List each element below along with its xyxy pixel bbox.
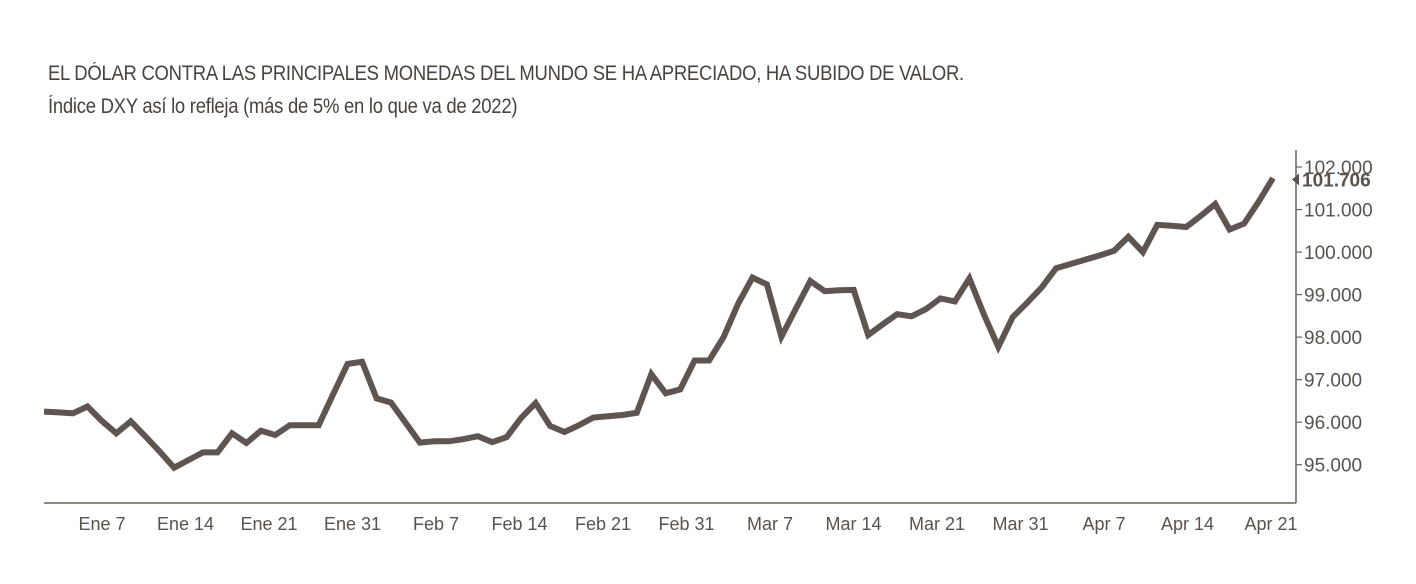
y-tick-label: 100.000 — [1304, 243, 1373, 264]
x-tick-label: Apr 7 — [1082, 514, 1125, 534]
x-tick-label: Feb 31 — [658, 514, 714, 534]
last-value-label: 101.706 — [1302, 171, 1371, 192]
y-tick-label: 98.000 — [1304, 328, 1362, 349]
x-tick-label: Ene 14 — [157, 514, 214, 534]
x-tick-label: Ene 7 — [78, 514, 125, 534]
x-tick-label: Mar 31 — [992, 514, 1048, 534]
x-tick-label: Mar 21 — [909, 514, 965, 534]
y-tick-label: 97.000 — [1304, 371, 1362, 392]
chart-axes — [44, 150, 1297, 504]
x-tick-label: Feb 21 — [575, 514, 631, 534]
last-value-layer: 101.706 — [1292, 171, 1371, 192]
y-tick-label: 99.000 — [1304, 286, 1362, 307]
y-tick-label: 96.000 — [1304, 413, 1362, 434]
last-value-marker — [1292, 173, 1299, 186]
x-tick-label: Ene 21 — [240, 514, 297, 534]
chart-ticks: 95.000 96.000 97.000 98.000 99.000 100.000 101… — [78, 158, 1372, 534]
y-tick-label: 102.000 — [1304, 158, 1373, 179]
x-tick-label: Apr 14 — [1161, 514, 1214, 534]
dxy-series-line — [43, 176, 1276, 472]
chart-subtitle: Índice DXY así lo refleja (más de 5% en … — [48, 95, 518, 118]
x-tick-label: Ene 31 — [324, 514, 381, 534]
y-tick-label: 95.000 — [1304, 456, 1362, 477]
x-tick-label: Mar 7 — [747, 514, 793, 534]
chart-title: EL DÓLAR CONTRA LAS PRINCIPALES MONEDAS … — [48, 62, 964, 85]
x-tick-label: Feb 7 — [413, 514, 459, 534]
x-tick-label: Mar 14 — [825, 514, 881, 534]
x-tick-label: Feb 14 — [491, 514, 547, 534]
x-tick-label: Apr 21 — [1244, 514, 1297, 534]
series-layer — [43, 176, 1276, 472]
y-tick-label: 101.000 — [1304, 201, 1373, 222]
